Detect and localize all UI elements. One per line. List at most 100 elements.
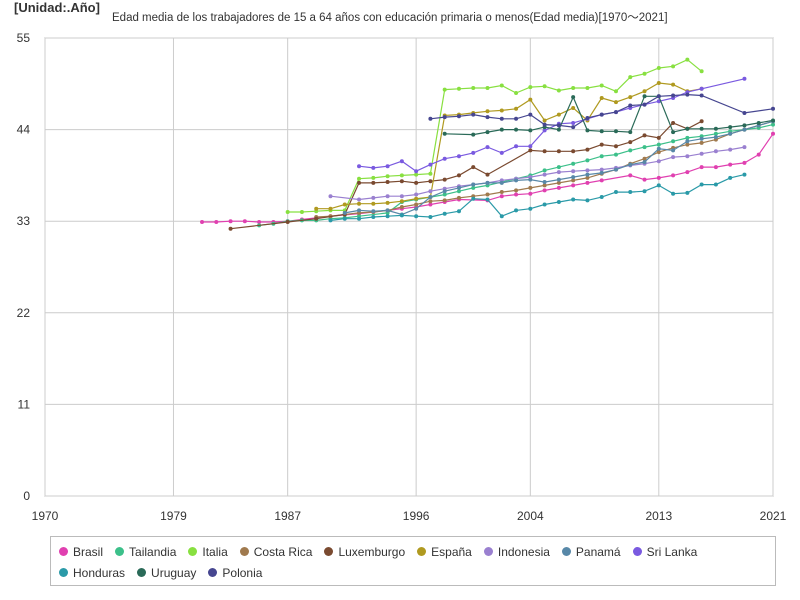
data-point-honduras [699, 182, 704, 187]
data-point-indonesia [713, 149, 718, 154]
legend-swatch [208, 568, 218, 577]
data-point-honduras [385, 214, 390, 219]
data-point-brasil [214, 220, 219, 225]
x-tick-label: 2004 [517, 509, 544, 523]
data-point-italia [499, 83, 504, 88]
data-point-italia [357, 176, 362, 181]
legend-item: Brasil [59, 541, 103, 562]
data-point-panama [571, 175, 576, 180]
data-point-italia [514, 90, 519, 95]
data-point-costa-rica [571, 178, 576, 183]
legend-swatch [417, 547, 427, 556]
data-point-espana [628, 95, 633, 100]
data-point-italia [599, 83, 604, 88]
data-point-luxemburgo [571, 149, 576, 154]
data-point-luxemburgo [371, 180, 376, 185]
data-point-luxemburgo [314, 216, 319, 221]
data-point-honduras [656, 183, 661, 188]
data-point-costa-rica [642, 156, 647, 161]
data-point-brasil [542, 188, 547, 193]
data-point-espana [671, 82, 676, 87]
data-point-luxemburgo [656, 135, 661, 140]
data-point-luxemburgo [471, 165, 476, 170]
chart-title: Edad media de los trabajadores de 15 a 6… [112, 12, 668, 24]
data-point-brasil [756, 152, 761, 157]
data-point-italia [399, 173, 404, 178]
data-point-indonesia [728, 147, 733, 152]
data-point-espana [371, 201, 376, 206]
data-point-indonesia [428, 189, 433, 194]
data-point-tailandia [642, 145, 647, 150]
legend-label: Polonia [222, 565, 263, 580]
data-point-uruguay [642, 94, 647, 99]
data-point-uruguay [442, 131, 447, 136]
data-point-panama [385, 208, 390, 213]
data-point-italia [285, 210, 290, 215]
data-point-italia [613, 89, 618, 94]
data-point-panama [342, 210, 347, 215]
data-point-honduras [428, 215, 433, 220]
legend-label: Uruguay [151, 565, 197, 580]
data-point-uruguay [499, 127, 504, 132]
data-point-uruguay [599, 129, 604, 134]
data-point-espana [342, 202, 347, 207]
data-point-tailandia [571, 161, 576, 166]
legend-swatch [483, 547, 493, 556]
data-point-sri-lanka [414, 169, 419, 174]
data-point-polonia [514, 116, 519, 121]
data-point-sri-lanka [399, 159, 404, 164]
data-point-uruguay [685, 126, 690, 131]
series-line-uruguay [444, 95, 774, 136]
data-point-italia [699, 69, 704, 74]
data-point-honduras [357, 216, 362, 221]
plot-frame [44, 37, 774, 497]
data-point-sri-lanka [571, 120, 576, 125]
data-point-indonesia [742, 145, 747, 150]
data-point-polonia [571, 125, 576, 130]
data-point-espana [528, 97, 533, 102]
data-point-luxemburgo [642, 133, 647, 138]
series-line-italia [287, 58, 702, 213]
data-point-honduras [642, 189, 647, 194]
data-point-espana [399, 199, 404, 204]
data-point-uruguay [671, 130, 676, 135]
data-point-luxemburgo [699, 119, 704, 124]
data-point-luxemburgo [671, 120, 676, 125]
data-point-espana [556, 112, 561, 117]
data-point-honduras [628, 190, 633, 195]
data-point-sri-lanka [385, 164, 390, 169]
data-point-brasil [713, 165, 718, 170]
data-point-panama [685, 139, 690, 144]
data-point-costa-rica [485, 192, 490, 197]
line-chart: 0 11 22 33 44 55 1970 1979 1987 1996 2004 2013 2021 [17, 31, 787, 523]
data-point-panama [671, 148, 676, 153]
data-point-italia [528, 85, 533, 90]
legend-item: Luxemburgo [324, 541, 405, 562]
data-point-honduras [685, 190, 690, 195]
data-point-uruguay [514, 127, 519, 132]
data-point-honduras [514, 208, 519, 213]
legend-swatch [324, 547, 334, 556]
series-line-espana [316, 82, 702, 210]
data-point-brasil [428, 202, 433, 207]
data-point-brasil [728, 162, 733, 167]
data-point-honduras [399, 213, 404, 218]
data-point-sri-lanka [528, 144, 533, 149]
y-tick-label: 22 [17, 306, 31, 320]
data-point-panama [456, 185, 461, 190]
data-point-costa-rica [456, 195, 461, 200]
data-point-indonesia [371, 195, 376, 200]
data-point-brasil [671, 173, 676, 178]
data-point-honduras [342, 216, 347, 221]
data-point-honduras [456, 209, 461, 214]
data-point-uruguay [485, 130, 490, 135]
data-point-brasil [200, 220, 205, 225]
data-point-costa-rica [514, 188, 519, 193]
legend-label: Tailandia [129, 544, 177, 559]
data-point-italia [556, 88, 561, 93]
data-point-tailandia [556, 165, 561, 170]
data-point-uruguay [756, 120, 761, 125]
data-point-tailandia [585, 158, 590, 163]
data-point-indonesia [414, 192, 419, 197]
data-point-polonia [599, 112, 604, 117]
